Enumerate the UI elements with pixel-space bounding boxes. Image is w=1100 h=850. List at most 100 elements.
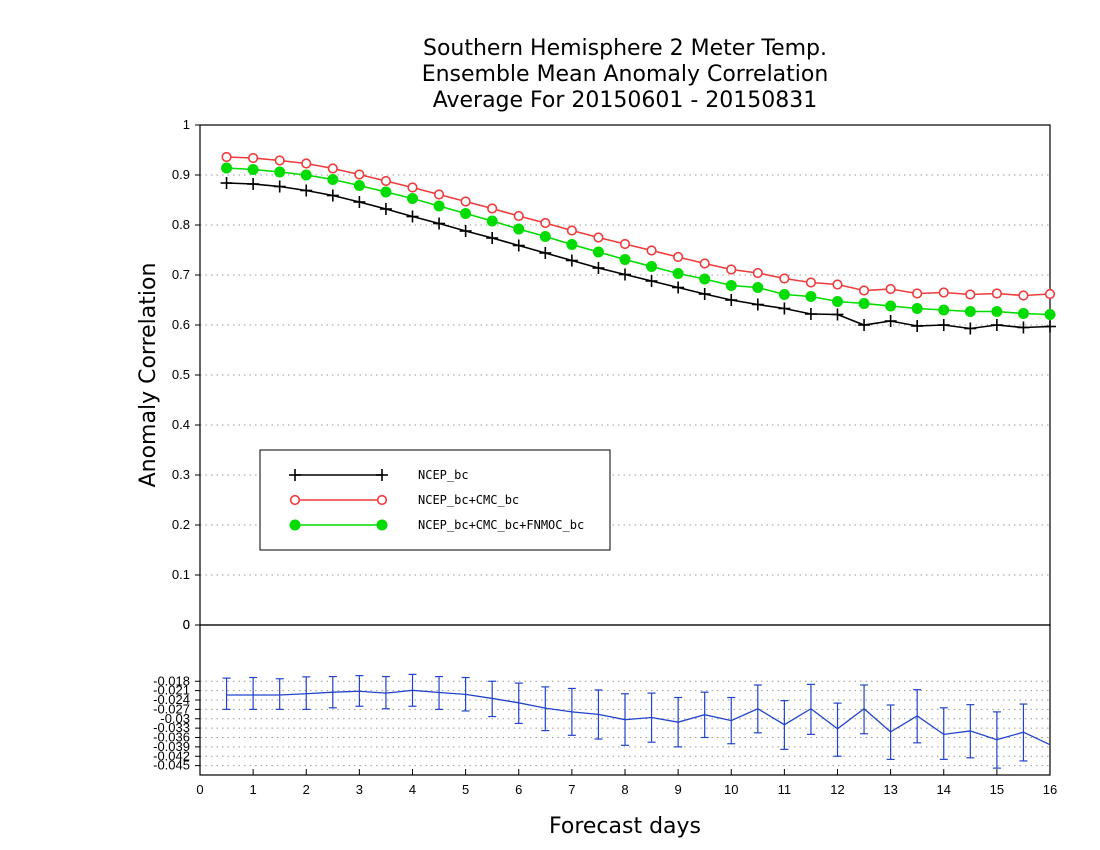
filled-circle-marker [964, 306, 976, 317]
filled-circle-marker [619, 254, 631, 265]
plus-marker [486, 232, 499, 244]
upper-y-ticks: 0 0.1 0.2 0.3 0.4 0.5 0.6 0.7 0.8 0.9 1 [172, 117, 200, 632]
x-tick-label: 2 [303, 782, 310, 797]
error-bar [913, 689, 922, 744]
lower-y-ticks: 0-0.018-0.021-0.024-0.027-0.03-0.033-0.0… [153, 617, 200, 773]
filled-circle-marker [433, 200, 445, 212]
x-tick-label: 16 [1043, 782, 1057, 797]
error-bar [806, 683, 815, 735]
error-bar [621, 693, 629, 746]
open-circle-marker [1018, 290, 1029, 301]
error-bar [966, 704, 975, 759]
plus-marker [273, 180, 286, 193]
error-bar [753, 684, 762, 734]
error-bar [674, 696, 683, 748]
lower-y-tick-label: -0.039 [153, 739, 190, 754]
open-circle-marker [376, 494, 388, 506]
plus-marker [751, 298, 764, 311]
error-bar [302, 676, 311, 710]
open-circle-marker [1044, 288, 1056, 300]
open-circle-marker [673, 251, 684, 263]
plus-marker [858, 319, 871, 331]
plus-marker [326, 189, 339, 202]
plus-marker [725, 294, 738, 306]
open-circle-marker [566, 225, 577, 236]
open-circle-marker [699, 258, 710, 269]
filled-circle-marker [778, 289, 790, 300]
filled-circle-marker [725, 280, 737, 291]
open-circle-marker [380, 175, 392, 187]
x-tick-label: 1 [250, 782, 257, 797]
lower-y-tick-label: -0.027 [153, 701, 190, 716]
upper-y-tick-label: 1 [183, 117, 190, 132]
series-2 [221, 151, 1056, 301]
legend-label: NCEP_bc+CMC_bc [418, 493, 519, 507]
lower-y-tick-label: 0 [183, 617, 190, 632]
lower-y-tick-label: -0.021 [153, 683, 190, 698]
filled-circle-marker [832, 296, 843, 307]
error-bar [275, 678, 284, 710]
error-bar [488, 680, 497, 718]
upper-y-tick-label: 0.9 [172, 167, 190, 182]
error-bar [647, 692, 656, 743]
open-circle-marker [327, 163, 338, 174]
upper-y-tick-label: 0.4 [172, 417, 190, 432]
open-circle-marker [885, 283, 896, 295]
plus-marker [539, 247, 552, 259]
x-tick-label: 4 [409, 782, 416, 797]
filled-circle-marker [327, 174, 339, 185]
filled-circle-marker [885, 300, 897, 312]
error-bar [435, 675, 444, 710]
chart-title-line-1: Southern Hemisphere 2 Meter Temp. [422, 36, 827, 61]
y-axis-label: Anomaly Correlation [136, 263, 161, 488]
filled-circle-marker [805, 291, 817, 302]
difference-layer [222, 673, 1051, 769]
open-circle-marker [407, 182, 418, 193]
x-axis-label: Forecast days [549, 814, 701, 839]
upper-y-tick-label: 0.2 [172, 517, 190, 532]
filled-circle-marker [513, 223, 525, 235]
x-tick-label: 15 [990, 782, 1004, 797]
plus-marker [247, 178, 260, 190]
open-circle-marker [354, 169, 365, 180]
open-circle-marker [805, 277, 817, 288]
open-circle-marker [460, 196, 471, 207]
open-circle-marker [726, 264, 737, 275]
lower-y-tick-label: -0.042 [153, 748, 190, 763]
plus-marker [1017, 321, 1030, 334]
error-bar [408, 673, 417, 707]
filled-circle-marker [1017, 308, 1029, 319]
error-bar [833, 702, 842, 757]
open-circle-marker [965, 289, 976, 300]
filled-circle-marker [221, 162, 233, 174]
open-circle-marker [646, 245, 657, 256]
filled-circle-marker [376, 519, 388, 531]
lower-y-tick-label: -0.03 [160, 711, 190, 726]
plus-marker [884, 315, 897, 327]
open-circle-marker [912, 288, 923, 299]
error-bar [222, 677, 231, 710]
error-bar [381, 675, 390, 710]
x-tick-label: 10 [724, 782, 738, 797]
open-circle-marker [274, 155, 285, 166]
x-ticks: 0 1 2 3 4 5 6 7 8 9 10 11 12 13 14 15 16 [196, 769, 1057, 797]
upper-y-tick-label: 0.7 [172, 267, 190, 282]
filled-circle-marker [592, 246, 604, 258]
filled-circle-marker [858, 298, 870, 309]
plus-marker [459, 225, 472, 237]
plus-marker [565, 254, 578, 267]
open-circle-marker [752, 267, 763, 279]
chart-title-line-3: Average For 20150601 - 20150831 [432, 88, 818, 113]
plus-marker [804, 308, 817, 320]
upper-y-tick-label: 0.8 [172, 217, 190, 232]
error-bar [567, 687, 576, 736]
error-bar [860, 684, 869, 735]
x-tick-label: 3 [356, 782, 363, 797]
error-bar [1019, 703, 1028, 762]
error-bar [992, 711, 1001, 769]
filled-circle-marker [911, 303, 923, 314]
series-layer [220, 151, 1056, 335]
open-circle-marker [938, 287, 949, 298]
error-bar [700, 691, 709, 739]
